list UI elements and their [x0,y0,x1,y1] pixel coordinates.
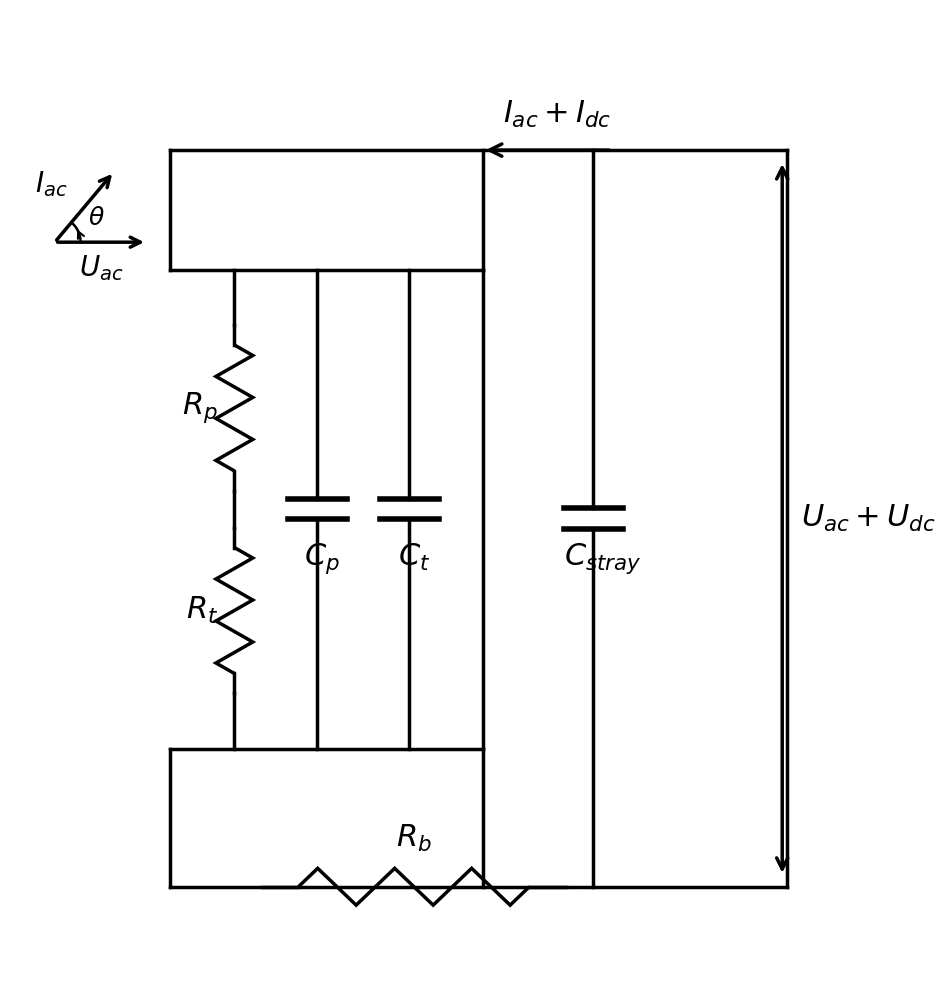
Text: $U_{ac}$: $U_{ac}$ [79,253,124,283]
Text: $C_{t}$: $C_{t}$ [398,541,430,573]
Text: $R_{t}$: $R_{t}$ [185,595,218,626]
Text: $\theta$: $\theta$ [88,206,104,230]
Text: $R_{b}$: $R_{b}$ [396,823,432,854]
Text: $I_{ac}$: $I_{ac}$ [35,170,67,199]
Text: $U_{ac}+U_{dc}$: $U_{ac}+U_{dc}$ [801,503,936,534]
Text: $C_{p}$: $C_{p}$ [304,541,340,576]
Text: $I_{ac}+I_{dc}$: $I_{ac}+I_{dc}$ [503,99,611,130]
Text: $R_{p}$: $R_{p}$ [182,390,218,425]
Text: $C_{stray}$: $C_{stray}$ [564,541,641,576]
